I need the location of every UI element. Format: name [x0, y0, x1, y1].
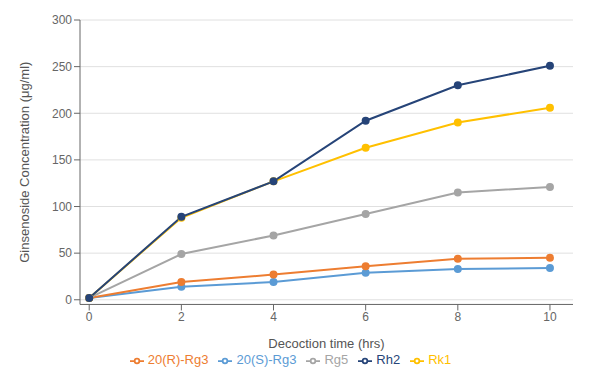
svg-text:8: 8 [454, 310, 461, 324]
svg-text:2: 2 [178, 310, 185, 324]
svg-text:300: 300 [52, 13, 72, 27]
svg-text:Decoction time (hrs): Decoction time (hrs) [268, 336, 384, 351]
svg-text:6: 6 [362, 310, 369, 324]
svg-text:50: 50 [59, 246, 73, 260]
svg-text:250: 250 [52, 60, 72, 74]
svg-text:Ginsenoside Concentration (μg/: Ginsenoside Concentration (μg/ml) [17, 62, 32, 263]
html-text:Rg5: Rg5 [324, 352, 349, 368]
svg-text:200: 200 [52, 107, 72, 121]
svg-text:0: 0 [65, 293, 72, 307]
svg-text:100: 100 [52, 200, 72, 214]
html-text:20(R)-Rg3: 20(R)-Rg3 [147, 352, 209, 368]
html-text:Rk1: Rk1 [428, 352, 452, 368]
svg-text:4: 4 [270, 310, 277, 324]
svg-text:10: 10 [543, 310, 557, 324]
svg-text:150: 150 [52, 153, 72, 167]
html-text:20(S)-Rg3: 20(S)-Rg3 [236, 352, 297, 368]
svg-text:0: 0 [86, 310, 93, 324]
html-text:Rh2: Rh2 [376, 352, 401, 368]
